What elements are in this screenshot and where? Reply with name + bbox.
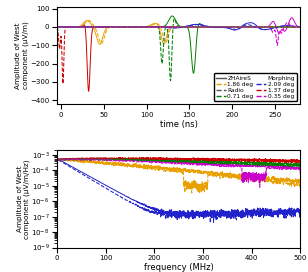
X-axis label: time (ns): time (ns) <box>160 120 197 129</box>
X-axis label: frequency (MHz): frequency (MHz) <box>144 263 213 272</box>
Legend: ZHAireS, 1.86 deg, Radio, 0.71 deg, Morphing, 2.09 deg, 1.37 deg, 0.35 deg: ZHAireS, 1.86 deg, Radio, 0.71 deg, Morp… <box>214 73 298 101</box>
Y-axis label: Amplitude of West
component (μV/m): Amplitude of West component (μV/m) <box>15 21 29 89</box>
Y-axis label: Amplitude of West
component (μV/m/Hz): Amplitude of West component (μV/m/Hz) <box>17 159 30 239</box>
